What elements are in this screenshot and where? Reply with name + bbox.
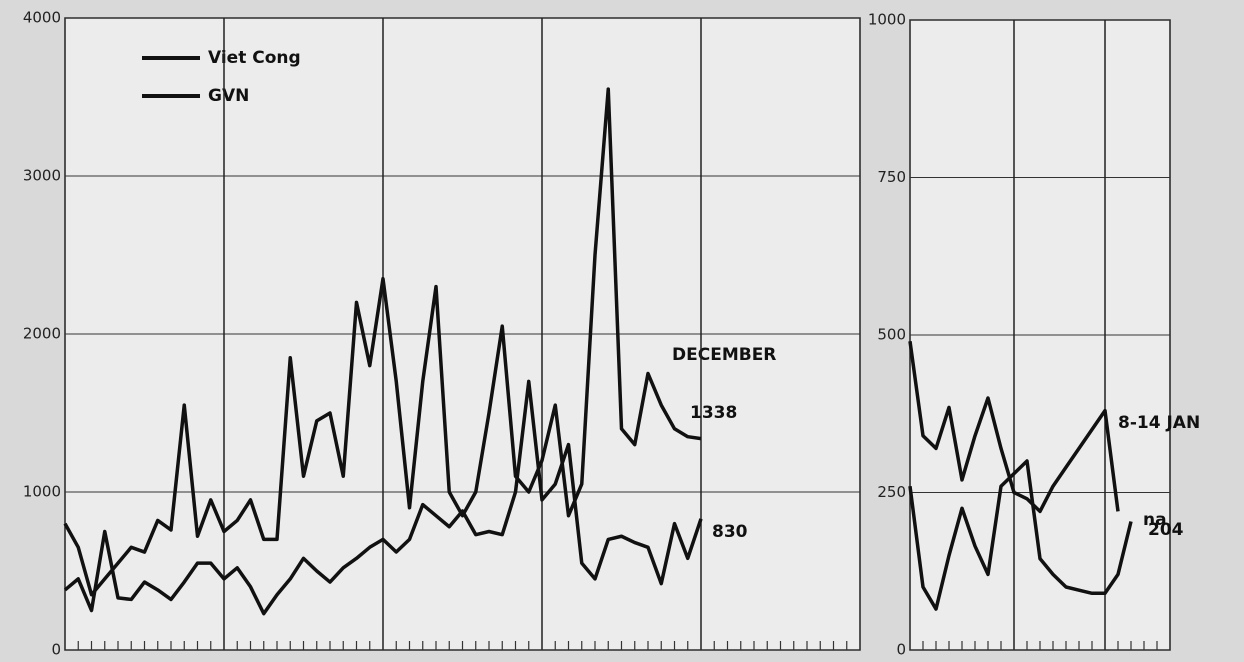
y-tick-label: 1000 xyxy=(868,11,906,29)
data-line xyxy=(908,459,1133,611)
annotation: 830 xyxy=(712,522,748,542)
data-line xyxy=(908,341,1120,514)
annotation: 8-14 JAN xyxy=(1118,413,1200,433)
annotation: DECEMBER xyxy=(672,345,776,365)
y-tick-label: 0 xyxy=(896,641,906,659)
y-tick-label: 500 xyxy=(877,326,906,344)
annotation: 204 xyxy=(1148,520,1184,540)
y-tick-label: 2000 xyxy=(23,325,61,343)
data-line xyxy=(63,379,703,616)
legend-label: Viet Cong xyxy=(208,48,301,68)
annotation: 1338 xyxy=(690,403,737,423)
y-tick-label: 0 xyxy=(51,641,61,659)
data-line xyxy=(63,87,702,597)
y-tick-label: 3000 xyxy=(23,167,61,185)
y-tick-label: 750 xyxy=(877,168,906,186)
y-tick-label: 250 xyxy=(877,483,906,501)
legend-label: GVN xyxy=(208,86,249,106)
y-tick-label: 1000 xyxy=(23,483,61,501)
annotation: na xyxy=(1143,510,1167,530)
y-tick-label: 4000 xyxy=(23,9,61,27)
